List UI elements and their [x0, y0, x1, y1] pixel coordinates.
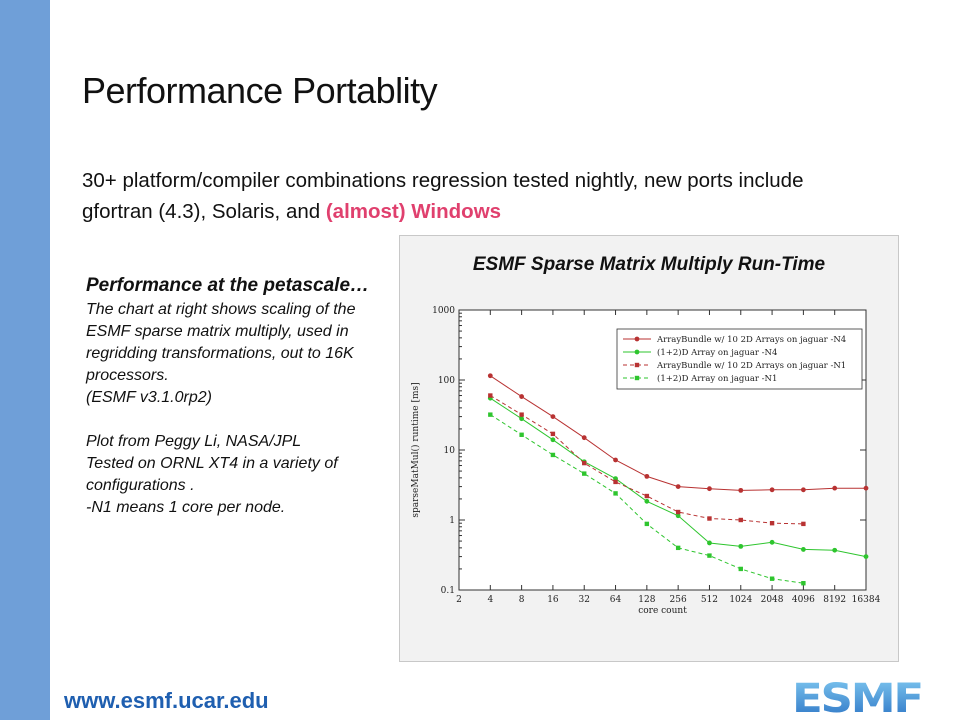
data-point: [769, 487, 775, 493]
data-point: [675, 484, 681, 490]
version-note: (ESMF v3.1.0rp2): [86, 389, 212, 406]
slide-title: Performance Portablity: [82, 70, 438, 111]
slide-subtitle: 30+ platform/compiler combinations regre…: [82, 165, 872, 227]
x-tick-label: 128: [638, 595, 655, 605]
data-point: [644, 498, 650, 504]
data-point: [863, 485, 869, 491]
data-point: [644, 521, 650, 527]
data-point: [801, 581, 806, 586]
data-point: [487, 373, 493, 379]
y-tick-label: 1000: [432, 306, 455, 316]
y-tick-label: 1: [449, 516, 455, 526]
data-point: [613, 457, 618, 463]
data-point: [613, 479, 618, 485]
x-tick-label: 4096: [792, 595, 815, 605]
legend-entry: ArrayBundle w/ 10 2D Arrays on jaguar -N…: [656, 335, 846, 345]
y-tick-label: 100: [438, 376, 455, 386]
spacer: [86, 409, 386, 431]
data-point: [644, 493, 650, 499]
data-point: [769, 521, 775, 526]
data-point: [800, 547, 806, 552]
subtitle-text: 30+ platform/compiler combinations regre…: [82, 169, 804, 223]
data-point: [582, 460, 587, 466]
series-line-3: [490, 395, 804, 525]
x-tick-label: 4: [487, 595, 493, 605]
data-point: [519, 412, 524, 417]
data-point: [832, 485, 838, 491]
legend-box: [616, 328, 863, 390]
y-axis-label: sparseMatMul() runtime [ms]: [410, 382, 421, 517]
data-point: [644, 473, 650, 479]
data-point: [738, 487, 744, 493]
x-tick-label: 2: [456, 595, 462, 605]
x-tick-label: 256: [670, 595, 687, 605]
data-point: [801, 521, 806, 527]
x-axis-label: core count: [638, 606, 687, 616]
data-point: [769, 539, 775, 545]
test-note: Tested on ORNL XT4 in a variety of confi…: [86, 455, 338, 494]
website-url[interactable]: www.esmf.ucar.edu: [64, 688, 269, 713]
x-tick-label: 16: [547, 595, 559, 605]
y-tick-label: 0.1: [441, 586, 455, 596]
data-point: [675, 545, 681, 551]
svg-text:ESMF: ESMF: [792, 676, 922, 716]
data-point: [707, 516, 712, 521]
legend-entry: (1+2)D Array on jaguar -N1: [657, 373, 777, 384]
data-point: [675, 513, 681, 519]
description-paragraph: The chart at right shows scaling of the …: [86, 301, 356, 384]
data-point: [738, 543, 744, 549]
y-tick-label: 10: [444, 446, 456, 456]
legend-entry: ArrayBundle w/ 10 2D Arrays on jaguar -N…: [656, 361, 846, 371]
data-point: [550, 452, 556, 458]
data-point: [738, 566, 743, 572]
x-tick-label: 1024: [729, 595, 752, 605]
x-tick-label: 64: [610, 595, 622, 605]
runtime-chart: 2 4 8 16 32 64 128 256 512 1024 2048 4096 8192 16384 0…: [410, 306, 881, 616]
data-point: [519, 432, 524, 437]
data-point: [707, 540, 712, 546]
x-tick-label: 16384: [852, 595, 881, 605]
esmf-logo: ESMF: [792, 676, 924, 716]
data-point: [550, 437, 556, 443]
data-point: [519, 416, 525, 422]
description-heading: Performance at the petascale…: [86, 275, 370, 296]
data-point: [675, 509, 681, 515]
data-point: [863, 554, 869, 560]
x-tick-label: 32: [579, 595, 590, 605]
data-point: [582, 471, 587, 476]
data-point: [707, 486, 712, 492]
x-tick-label: 512: [701, 595, 718, 605]
data-point: [707, 553, 712, 558]
credit-note: Plot from Peggy Li, NASA/JPL: [86, 433, 302, 450]
data-point: [581, 435, 587, 441]
legend-marker: [634, 362, 640, 368]
data-point: [769, 576, 775, 581]
data-point: [488, 393, 493, 398]
legend-entry: (1+2)D Array on jaguar -N4: [657, 347, 777, 358]
x-tick-label: 8192: [823, 595, 846, 605]
data-point: [738, 517, 743, 523]
chart-title: ESMF Sparse Matrix Multiply Run-Time: [472, 254, 826, 275]
legend-marker: [634, 349, 640, 355]
data-point: [550, 414, 556, 420]
data-point: [800, 487, 806, 493]
data-point: [832, 547, 838, 553]
data-point: [488, 412, 493, 417]
data-point: [613, 491, 618, 496]
left-accent-bar: [0, 0, 50, 720]
data-point: [519, 394, 525, 399]
description-column: Performance at the petascale… The chart …: [86, 273, 386, 519]
x-tick-label: 2048: [761, 595, 784, 605]
legend-marker: [634, 375, 640, 381]
subtitle-highlight: (almost) Windows: [325, 200, 502, 223]
legend-marker: [634, 336, 640, 342]
data-point: [550, 431, 556, 437]
n1-note: -N1 means 1 core per node.: [86, 499, 286, 516]
x-tick-label: 8: [519, 595, 525, 605]
